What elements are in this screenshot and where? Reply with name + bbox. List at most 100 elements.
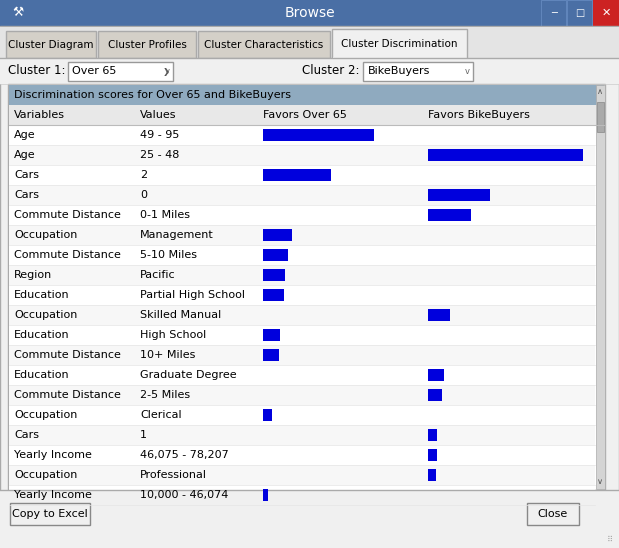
Bar — [9, 465, 595, 485]
Bar — [263, 489, 268, 501]
Text: Education: Education — [14, 330, 69, 340]
Bar — [9, 425, 595, 445]
Text: Cluster 2:: Cluster 2: — [303, 65, 360, 77]
Text: Close: Close — [538, 509, 568, 519]
Text: Clerical: Clerical — [140, 410, 181, 420]
Text: ✕: ✕ — [601, 8, 611, 18]
Bar — [428, 309, 449, 321]
Text: Education: Education — [14, 370, 69, 380]
Text: Occupation: Occupation — [14, 230, 77, 240]
Bar — [9, 185, 595, 205]
Bar — [9, 445, 595, 465]
Text: ⠿: ⠿ — [607, 535, 613, 544]
Text: Yearly Income: Yearly Income — [14, 450, 92, 460]
Bar — [0, 27, 619, 59]
Bar — [9, 385, 595, 405]
Bar — [0, 490, 619, 548]
Text: 0: 0 — [140, 190, 147, 200]
Text: Copy to Excel: Copy to Excel — [12, 509, 88, 519]
Bar — [0, 58, 619, 84]
Text: Professional: Professional — [140, 470, 207, 480]
Bar — [9, 325, 595, 345]
Bar — [428, 429, 437, 441]
Bar — [9, 125, 595, 145]
Text: ∨: ∨ — [597, 477, 603, 487]
Text: 1: 1 — [140, 430, 147, 440]
Text: ∧: ∧ — [597, 88, 603, 96]
Text: Age: Age — [14, 150, 36, 160]
Bar — [263, 269, 285, 281]
Text: Age: Age — [14, 130, 36, 140]
Bar — [263, 229, 292, 241]
Text: Region: Region — [14, 270, 52, 280]
Text: Commute Distance: Commute Distance — [14, 250, 121, 260]
Bar — [263, 169, 331, 181]
Bar — [428, 149, 583, 161]
Bar — [9, 165, 595, 185]
Bar — [9, 205, 595, 225]
Text: Favors BikeBuyers: Favors BikeBuyers — [428, 110, 530, 120]
Bar — [541, 0, 566, 26]
Text: Pacific: Pacific — [140, 270, 176, 280]
Text: 2-5 Miles: 2-5 Miles — [140, 390, 190, 400]
Bar — [428, 189, 490, 201]
Text: 10,000 - 46,074: 10,000 - 46,074 — [140, 490, 228, 500]
Text: Education: Education — [14, 290, 69, 300]
Text: Values: Values — [140, 110, 176, 120]
Text: Graduate Degree: Graduate Degree — [140, 370, 236, 380]
Text: Cluster Diagram: Cluster Diagram — [8, 40, 93, 50]
Text: ─: ─ — [551, 8, 557, 18]
Bar — [98, 31, 196, 58]
Text: Yearly Income: Yearly Income — [14, 490, 92, 500]
Bar — [567, 0, 592, 26]
Text: Cluster 1:: Cluster 1: — [7, 65, 65, 77]
Bar — [332, 29, 467, 59]
Bar — [9, 285, 595, 305]
Bar — [593, 0, 619, 26]
Text: Commute Distance: Commute Distance — [14, 210, 121, 220]
Bar — [0, 0, 619, 26]
Bar — [428, 449, 436, 461]
Text: 5-10 Miles: 5-10 Miles — [140, 250, 197, 260]
Bar — [9, 345, 595, 365]
Text: Occupation: Occupation — [14, 410, 77, 420]
Text: High School: High School — [140, 330, 206, 340]
Bar — [68, 62, 173, 81]
Text: Cluster Characteristics: Cluster Characteristics — [204, 40, 324, 50]
Bar — [8, 84, 605, 490]
Text: Occupation: Occupation — [14, 470, 77, 480]
Bar — [9, 485, 595, 505]
Text: Cars: Cars — [14, 190, 39, 200]
Bar — [428, 209, 472, 221]
Text: Cars: Cars — [14, 170, 39, 180]
Bar — [9, 85, 604, 105]
Bar — [9, 305, 595, 325]
Bar — [263, 289, 284, 301]
Bar — [527, 503, 579, 525]
Text: Commute Distance: Commute Distance — [14, 350, 121, 360]
Text: Cars: Cars — [14, 430, 39, 440]
Bar — [9, 365, 595, 385]
Bar — [263, 409, 272, 421]
Bar — [198, 31, 330, 58]
Text: ⚒: ⚒ — [12, 7, 24, 20]
Bar — [10, 503, 90, 525]
Text: 10+ Miles: 10+ Miles — [140, 350, 196, 360]
Text: 25 - 48: 25 - 48 — [140, 150, 180, 160]
Text: ❯: ❯ — [163, 66, 170, 76]
Text: Occupation: Occupation — [14, 310, 77, 320]
Text: □: □ — [576, 8, 584, 18]
Text: Commute Distance: Commute Distance — [14, 390, 121, 400]
Bar — [9, 245, 595, 265]
Bar — [9, 265, 595, 285]
Bar — [428, 389, 442, 401]
Text: 49 - 95: 49 - 95 — [140, 130, 180, 140]
Bar — [596, 85, 605, 489]
Bar — [263, 349, 279, 361]
Bar — [428, 469, 436, 481]
Bar — [263, 329, 280, 341]
Bar — [9, 225, 595, 245]
Bar — [9, 105, 604, 125]
Text: Discrimination scores for Over 65 and BikeBuyers: Discrimination scores for Over 65 and Bi… — [14, 90, 291, 100]
Bar — [333, 57, 466, 59]
